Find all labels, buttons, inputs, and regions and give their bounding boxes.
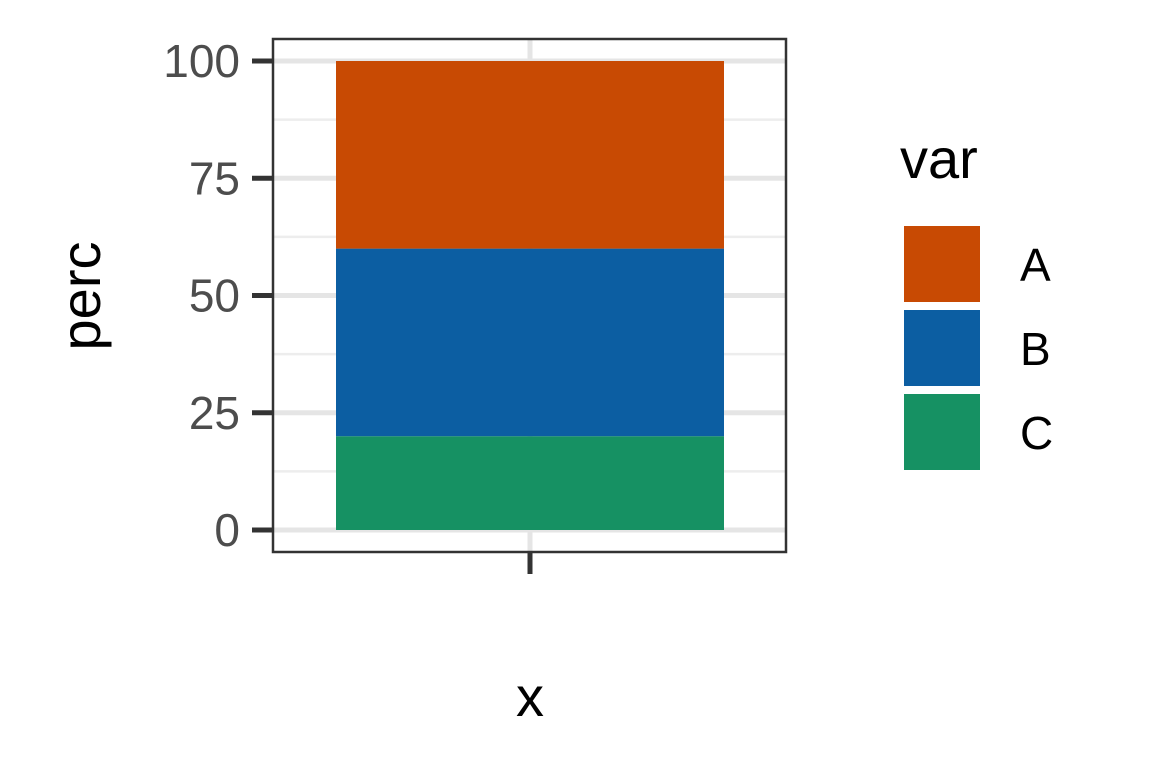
bar-segment-B [336, 248, 724, 437]
x-axis-title: x [516, 665, 544, 728]
legend-label-C: C [1020, 407, 1053, 459]
legend-title: var [900, 127, 978, 190]
legend-key-A [904, 226, 980, 302]
y-tick-label: 75 [189, 152, 240, 204]
y-axis: 0 25 50 75 100 [163, 35, 273, 556]
bar-stack [336, 61, 724, 530]
legend-label-B: B [1020, 323, 1051, 375]
legend-label-A: A [1020, 239, 1051, 291]
legend-key-C [904, 394, 980, 470]
y-tick-label: 100 [163, 35, 240, 87]
legend: var ABC [900, 127, 1053, 470]
y-axis-title: perc [49, 242, 112, 351]
bar-segment-A [336, 61, 724, 249]
y-tick-label: 0 [214, 504, 240, 556]
bar-segment-C [336, 436, 724, 530]
y-tick-label: 25 [189, 387, 240, 439]
y-tick-label: 50 [189, 270, 240, 322]
legend-key-B [904, 310, 980, 386]
